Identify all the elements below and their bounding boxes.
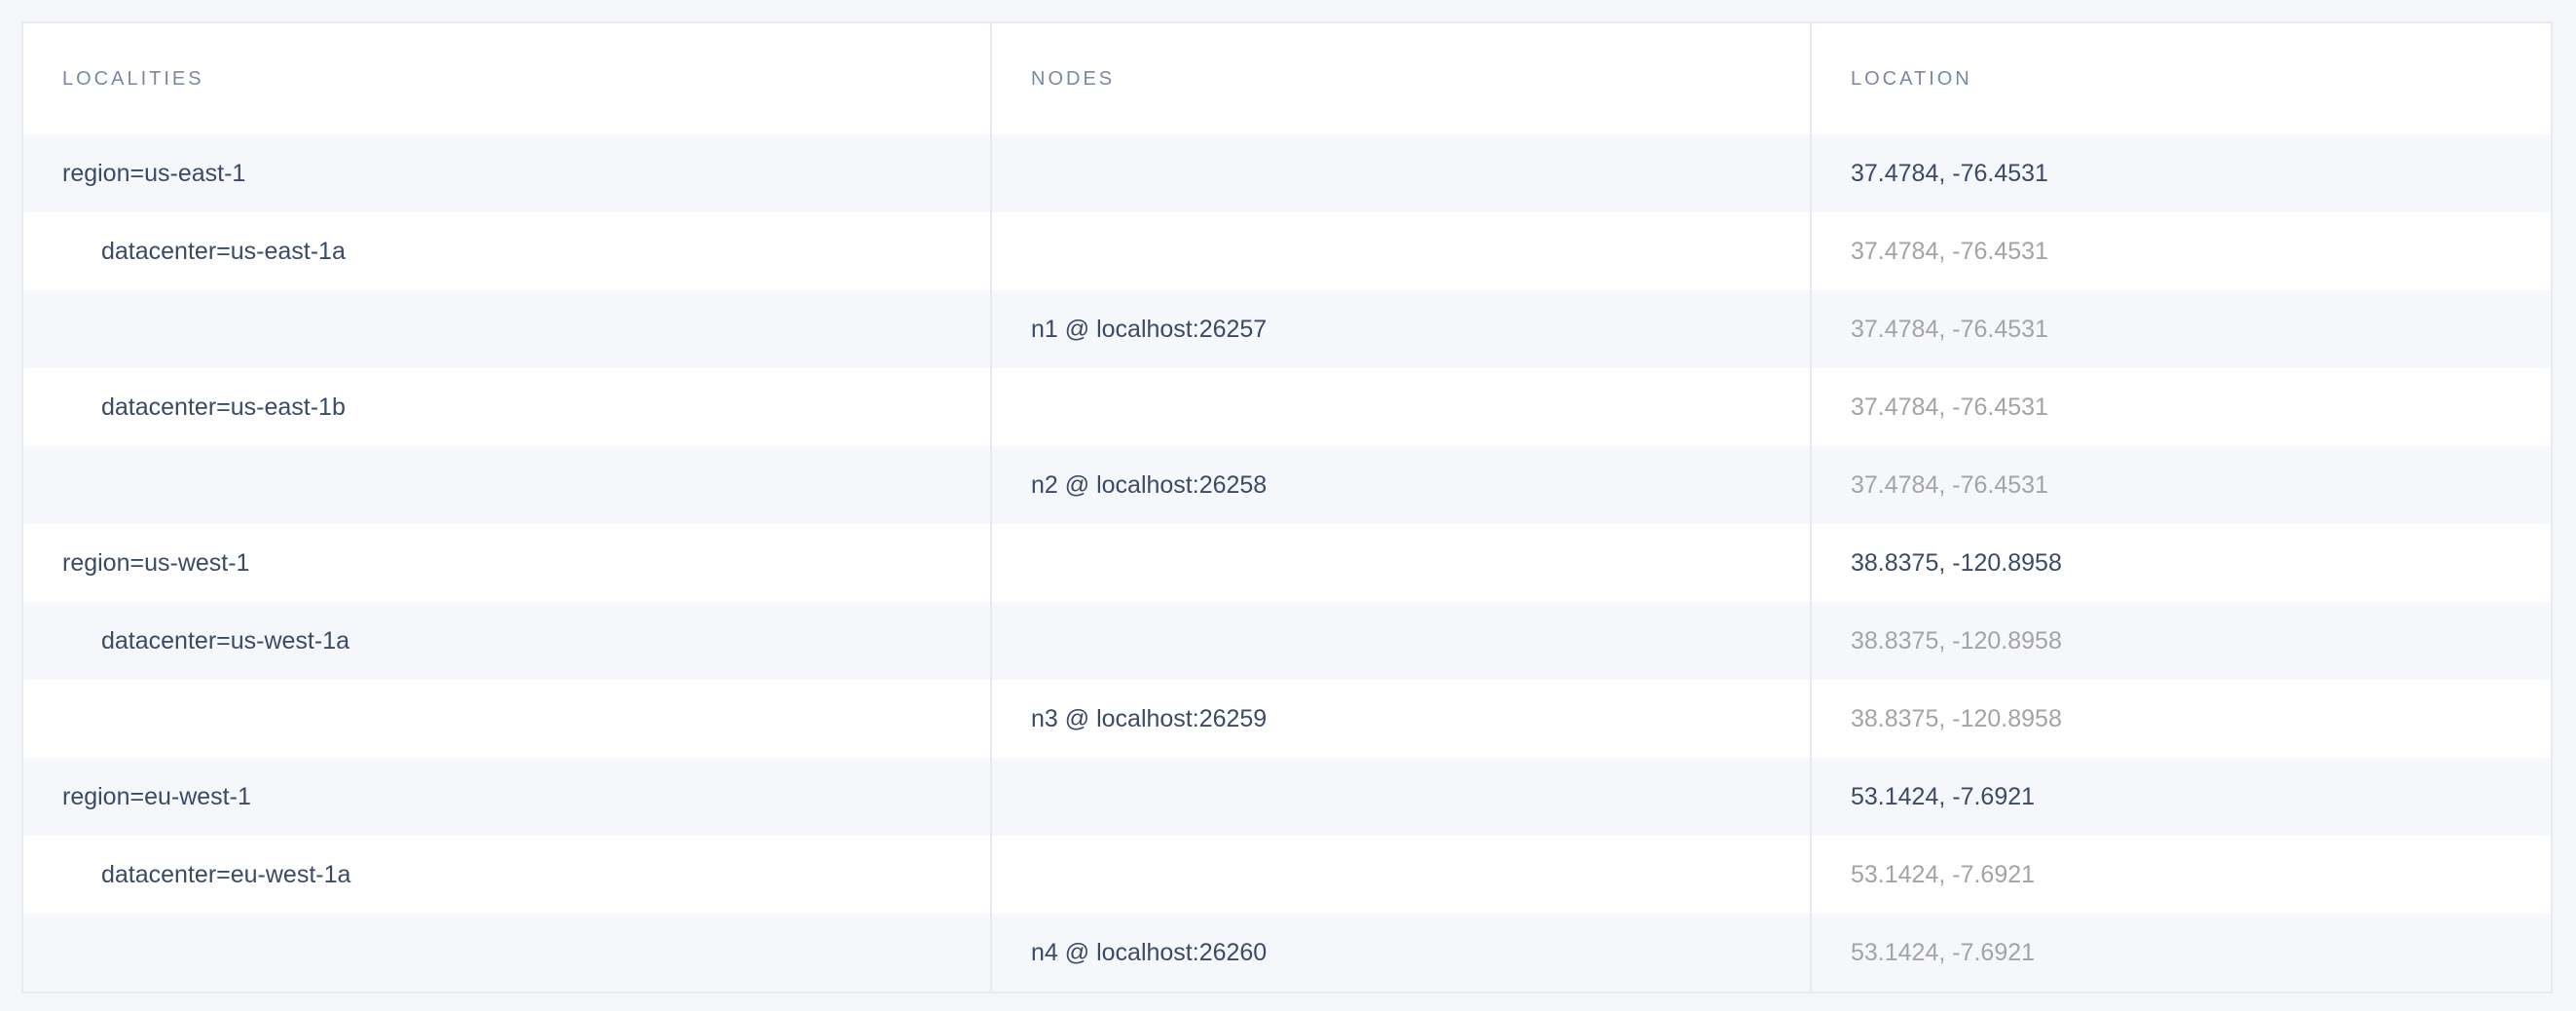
node-cell [992, 134, 1812, 212]
location-cell: 37.4784, -76.4531 [1851, 237, 2048, 265]
table-row: datacenter=eu-west-1a 53.1424, -7.6921 [23, 836, 2551, 914]
location-cell: 38.8375, -120.8958 [1851, 548, 2062, 577]
table-row: datacenter=us-west-1a 38.8375, -120.8958 [23, 602, 2551, 680]
location-cell: 38.8375, -120.8958 [1851, 626, 2062, 655]
location-cell: 53.1424, -7.6921 [1851, 938, 2036, 966]
location-cell: 53.1424, -7.6921 [1851, 782, 2036, 810]
table-row: region=us-east-1 37.4784, -76.4531 [23, 134, 2551, 212]
locality-cell: region=us-east-1 [23, 134, 992, 212]
location-cell: 37.4784, -76.4531 [1851, 470, 2048, 499]
table-header: LOCALITIES NODES LOCATION [23, 23, 2551, 134]
table-row: n4 @ localhost:26260 53.1424, -7.6921 [23, 914, 2551, 992]
table-row: region=eu-west-1 53.1424, -7.6921 [23, 758, 2551, 836]
table-row: datacenter=us-east-1b 37.4784, -76.4531 [23, 368, 2551, 446]
location-cell: 37.4784, -76.4531 [1851, 393, 2048, 421]
node-cell [992, 602, 1812, 680]
table-body: region=us-east-1 37.4784, -76.4531 datacen… [23, 134, 2551, 992]
locality-cell: region=eu-west-1 [23, 758, 992, 836]
locality-cell [23, 914, 992, 992]
node-cell: n1 @ localhost:26257 [992, 290, 1812, 368]
header-nodes: NODES [992, 23, 1812, 134]
location-cell: 38.8375, -120.8958 [1851, 704, 2062, 732]
location-cell: 53.1424, -7.6921 [1851, 860, 2036, 888]
locality-cell [23, 290, 992, 368]
location-cell: 37.4784, -76.4531 [1851, 315, 2048, 343]
locality-cell [23, 680, 992, 758]
table-row: datacenter=us-east-1a 37.4784, -76.4531 [23, 212, 2551, 290]
header-location: LOCATION [1851, 67, 1972, 90]
locality-cell [23, 446, 992, 524]
node-cell [992, 836, 1812, 914]
node-cell [992, 368, 1812, 446]
header-localities: LOCALITIES [23, 23, 992, 134]
node-cell: n2 @ localhost:26258 [992, 446, 1812, 524]
node-cell [992, 212, 1812, 290]
table-row: n2 @ localhost:26258 37.4784, -76.4531 [23, 446, 2551, 524]
locality-cell: datacenter=us-west-1a [23, 602, 992, 680]
locality-cell: datacenter=eu-west-1a [23, 836, 992, 914]
table-row: n3 @ localhost:26259 38.8375, -120.8958 [23, 680, 2551, 758]
locality-cell: datacenter=us-east-1a [23, 212, 992, 290]
table-row: region=us-west-1 38.8375, -120.8958 [23, 524, 2551, 602]
locality-cell: region=us-west-1 [23, 524, 992, 602]
node-cell: n3 @ localhost:26259 [992, 680, 1812, 758]
locality-cell: datacenter=us-east-1b [23, 368, 992, 446]
location-cell: 37.4784, -76.4531 [1851, 159, 2048, 187]
node-cell [992, 524, 1812, 602]
localities-table: LOCALITIES NODES LOCATION region=us-east… [21, 21, 2553, 993]
table-row: n1 @ localhost:26257 37.4784, -76.4531 [23, 290, 2551, 368]
node-cell [992, 758, 1812, 836]
node-cell: n4 @ localhost:26260 [992, 914, 1812, 992]
